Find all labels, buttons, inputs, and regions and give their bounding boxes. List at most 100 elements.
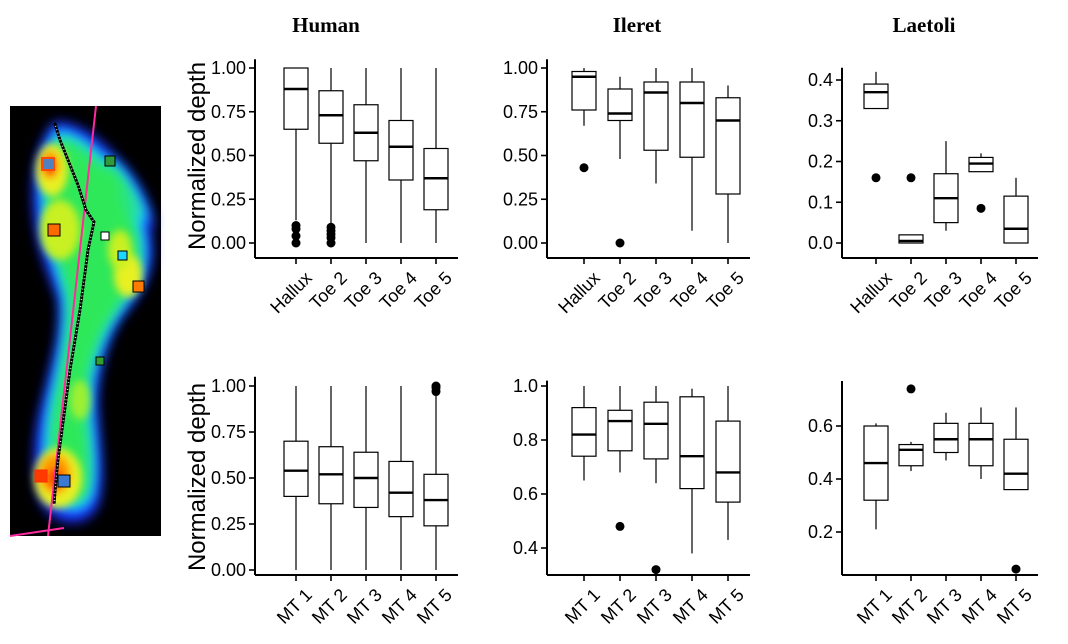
box-mt-1 [283, 386, 309, 570]
y-tick-label: 0.75 [503, 102, 538, 122]
outlier-point [291, 231, 301, 241]
box-hallux [283, 67, 309, 248]
x-tick-label: Hallux [266, 268, 316, 318]
iqr-box [1003, 195, 1029, 244]
y-tick-label: 0.25 [211, 189, 246, 209]
outlier-point [906, 384, 916, 394]
y-tick-label: 0.6 [513, 484, 538, 504]
x-tick-label: Toe 3 [631, 268, 676, 313]
x-tick-label: MT 3 [923, 585, 966, 628]
x-tick-label: MT 5 [705, 585, 748, 628]
iqr-box [607, 88, 633, 122]
x-tick-label: Toe 4 [956, 268, 1001, 313]
x-tick-label: MT 4 [378, 585, 421, 628]
column-title-ileret: Ileret [613, 13, 662, 37]
iqr-box [933, 422, 959, 454]
iqr-box [388, 119, 414, 181]
y-tick-label: 0.0 [808, 233, 833, 253]
box-mt-1 [863, 423, 889, 530]
box-mt-3 [643, 386, 669, 575]
iqr-box [898, 443, 924, 467]
outlier-point [431, 381, 441, 391]
y-tick-label: 0.00 [211, 560, 246, 580]
x-tick-label: MT 1 [853, 585, 896, 628]
x-tick-label: MT 5 [993, 585, 1036, 628]
x-tick-label: Toe 2 [306, 268, 351, 313]
x-tick-label: MT 1 [561, 585, 604, 628]
x-tick-label: MT 2 [888, 585, 931, 628]
ylabel-row2: Normalized depth [184, 383, 211, 571]
box-mt-1 [571, 386, 597, 481]
y-tick-label: 0.6 [808, 416, 833, 436]
x-tick-label: Toe 5 [411, 268, 456, 313]
outlier-point [615, 521, 625, 531]
y-tick-label: 0.50 [503, 146, 538, 166]
panel-laetoli-mt: 0.2 0.4 0.6 MT 1MT 2MT 3MT 4MT 5 [808, 380, 1038, 628]
y-tick-label: 0.4 [513, 538, 538, 558]
box-mt-5 [423, 381, 449, 570]
x-tick-label: MT 2 [597, 585, 640, 628]
y-tick-label: 0.00 [503, 233, 538, 253]
iqr-box [643, 401, 669, 460]
iqr-box [283, 440, 309, 498]
footprint-heatmap-icon [9, 105, 161, 537]
iqr-box [353, 451, 379, 509]
iqr-box [388, 460, 414, 518]
ylabel-row1: Normalized depth [184, 62, 211, 250]
y-tick-label: 0.1 [808, 192, 833, 212]
x-tick-label: Hallux [846, 268, 896, 318]
outlier-point [291, 238, 301, 248]
y-tick-label: 0.2 [808, 152, 833, 172]
x-tick-label: MT 4 [669, 585, 712, 628]
outlier-point [579, 163, 589, 173]
panel-human-mt: 0.00 0.25 0.50 0.75 1.00 MT 1MT 2MT 3MT 4MT 5 [211, 376, 458, 628]
x-tick-label: Toe 3 [921, 268, 966, 313]
column-title-human: Human [292, 13, 360, 37]
outlier-point [291, 221, 301, 230]
outlier-point [615, 238, 625, 248]
y-tick-label: 0.25 [503, 189, 538, 209]
box-toe-5 [1003, 177, 1029, 244]
box-hallux [571, 68, 597, 173]
x-tick-label: MT 1 [273, 585, 316, 628]
panel-ileret-mt: 0.4 0.6 0.8 1.0 MT 1MT 2MT 3MT 4MT 5 [513, 376, 750, 628]
y-tick-label: 0.50 [211, 146, 246, 166]
iqr-box [283, 67, 309, 130]
x-tick-label: Toe 4 [376, 268, 421, 313]
box-toe-2 [607, 76, 633, 248]
box-toe-2 [318, 68, 344, 248]
box-toe-4 [968, 153, 994, 213]
y-tick-label: 0.75 [211, 422, 246, 442]
box-toe-4 [388, 68, 414, 243]
y-tick-label: 0.25 [211, 514, 246, 534]
x-tick-label: Toe 4 [667, 268, 712, 313]
iqr-box [968, 422, 994, 467]
outlier-point [976, 203, 986, 213]
y-tick-label: 1.0 [513, 376, 538, 396]
box-mt-2 [898, 384, 924, 472]
box-mt-5 [1003, 407, 1029, 574]
box-toe-3 [933, 141, 959, 231]
y-tick-label: 0.4 [808, 70, 833, 90]
x-tick-label: Toe 5 [703, 268, 748, 313]
outlier-point [651, 565, 661, 575]
box-toe-2 [898, 173, 924, 244]
box-mt-2 [607, 386, 633, 531]
iqr-box [571, 407, 597, 457]
x-tick-label: Hallux [554, 268, 604, 318]
y-tick-label: 0.00 [211, 233, 246, 253]
outlier-point [326, 222, 336, 232]
outlier-point [871, 173, 881, 183]
x-tick-label: MT 4 [958, 585, 1001, 628]
box-toe-3 [643, 68, 669, 184]
y-tick-label: 0.50 [211, 468, 246, 488]
box-toe-5 [715, 85, 741, 243]
iqr-box [679, 81, 705, 158]
iqr-box [679, 396, 705, 490]
column-title-laetoli: Laetoli [893, 13, 956, 37]
y-tick-label: 0.4 [808, 469, 833, 489]
x-tick-label: Toe 5 [991, 268, 1036, 313]
